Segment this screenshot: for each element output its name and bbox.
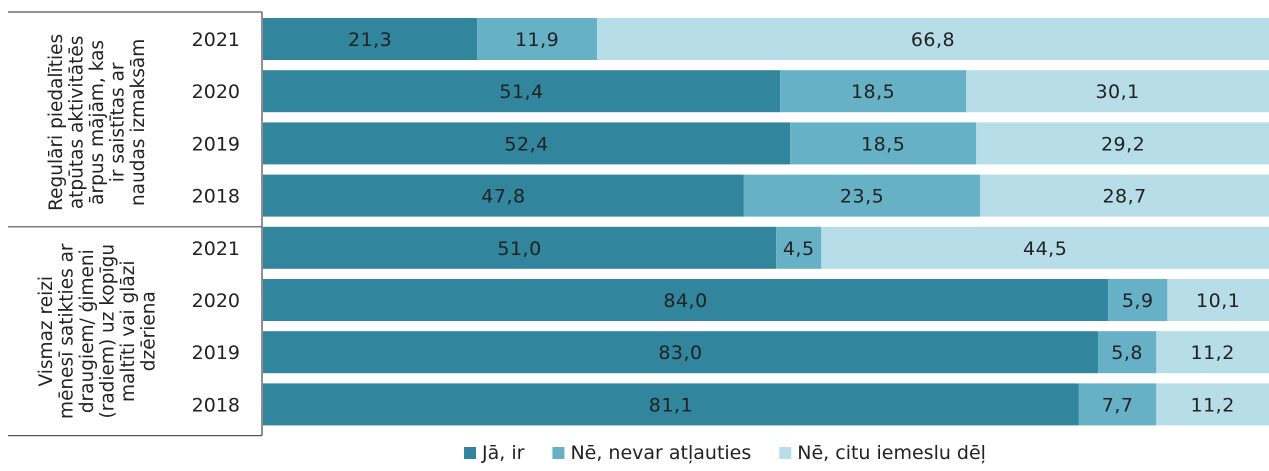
bar-segment [980, 174, 1269, 217]
data-label: 5,9 [1122, 290, 1154, 312]
data-label: 4,5 [783, 238, 815, 260]
group-label-line: naudas izmaksām [128, 39, 149, 206]
legend-label: Nē, nevar atļauties [570, 442, 751, 464]
group-label-line: ārpus mājām, kas [87, 40, 108, 205]
bar-segment [821, 226, 1269, 269]
chart-axes [8, 11, 263, 437]
bar-segment [780, 70, 967, 113]
bar-segment [263, 70, 781, 113]
group-label-line: dzēriena [138, 291, 159, 371]
group-label-line: (radiem) uz kopīgu [97, 244, 118, 419]
data-label: 23,5 [840, 186, 884, 208]
bar-segment [743, 174, 981, 217]
bar-segment [263, 383, 1079, 426]
year-label: 2020 [192, 81, 240, 103]
data-label: 84,0 [663, 290, 707, 312]
legend-label: Jā, ir [481, 442, 525, 464]
legend-swatch [464, 447, 477, 459]
bar-segment [1167, 279, 1269, 321]
data-label: 11,2 [1191, 394, 1235, 416]
data-label: 7,7 [1102, 394, 1134, 416]
bar-segment [263, 122, 791, 165]
legend-swatch [552, 447, 565, 459]
group-label-line: ir saistītas ar [108, 62, 129, 182]
year-label: 2018 [192, 186, 240, 208]
group-label-line: maltīti vai glāzi [118, 260, 139, 402]
data-label: 52,4 [504, 133, 548, 155]
bar-segment [1108, 279, 1168, 321]
group-label-line: atpūtas aktivitātēs [67, 36, 88, 210]
data-label: 30,1 [1095, 81, 1139, 103]
data-label: 83,0 [658, 342, 702, 364]
legend-label: Nē, citu iemeslu dēļ [797, 442, 986, 464]
bar-segment [263, 226, 777, 269]
group-labels: Regulāri piedalītiesatpūtas aktivitātēsā… [36, 34, 160, 419]
bar-segment [596, 18, 1269, 60]
bar-segment [1097, 331, 1157, 374]
legend-item: Jā, ir [464, 442, 525, 464]
year-label: 2021 [192, 238, 240, 260]
legend-item: Nē, nevar atļauties [552, 442, 751, 464]
data-label: 18,5 [851, 81, 895, 103]
bar-segment [263, 279, 1109, 321]
data-label: 81,1 [649, 394, 693, 416]
bar-segment [1156, 383, 1269, 426]
data-label: 18,5 [861, 133, 905, 155]
data-label: 21,3 [348, 29, 392, 51]
data-label: 47,8 [481, 186, 525, 208]
group-label-line: Regulāri piedalīties [46, 34, 67, 211]
year-label: 2021 [192, 29, 240, 51]
year-label: 2020 [192, 290, 240, 312]
group-label-line: mēnesī satikties ar [56, 243, 77, 419]
data-label: 44,5 [1023, 238, 1067, 260]
data-label: 51,4 [499, 81, 543, 103]
bars: 21,3 11,9 66,8 51,4 18,5 30,1 52,4 18,5 29,2 47,8… [263, 18, 1269, 426]
group-label: Regulāri piedalītiesatpūtas aktivitātēsā… [46, 34, 149, 211]
bar-segment [263, 18, 478, 60]
group-label-line: draugiem/ ģimeni [77, 249, 98, 413]
group-label: Vismaz reizimēnesī satikties ardraugiem/… [36, 243, 160, 419]
data-label: 66,8 [911, 29, 955, 51]
bar-segment [263, 331, 1098, 374]
group-label-line: Vismaz reizi [36, 276, 57, 387]
data-label: 5,8 [1111, 342, 1143, 364]
bar-segment [790, 122, 977, 165]
data-label: 10,1 [1196, 290, 1240, 312]
bar-segment [776, 226, 822, 269]
bar-segment [966, 70, 1269, 113]
year-label: 2019 [192, 342, 240, 364]
legend: Jā, ir Nē, nevar atļauties Nē, citu iemesl… [464, 442, 986, 464]
data-label: 29,2 [1101, 133, 1145, 155]
data-label: 51,0 [497, 238, 541, 260]
year-labels: 2021 2020 2019 2018 2021 2020 2019 2018 [192, 29, 240, 416]
data-label: 11,2 [1191, 342, 1235, 364]
year-label: 2019 [192, 133, 240, 155]
legend-swatch [779, 447, 792, 459]
bar-segment [1156, 331, 1269, 374]
bar-segment [263, 174, 744, 217]
year-label: 2018 [192, 394, 240, 416]
data-label: 28,7 [1102, 186, 1146, 208]
data-label: 11,9 [515, 29, 559, 51]
legend-item: Nē, citu iemeslu dēļ [779, 442, 986, 464]
bar-segment [1078, 383, 1157, 426]
bar-segment [976, 122, 1269, 165]
bar-segment [477, 18, 597, 60]
